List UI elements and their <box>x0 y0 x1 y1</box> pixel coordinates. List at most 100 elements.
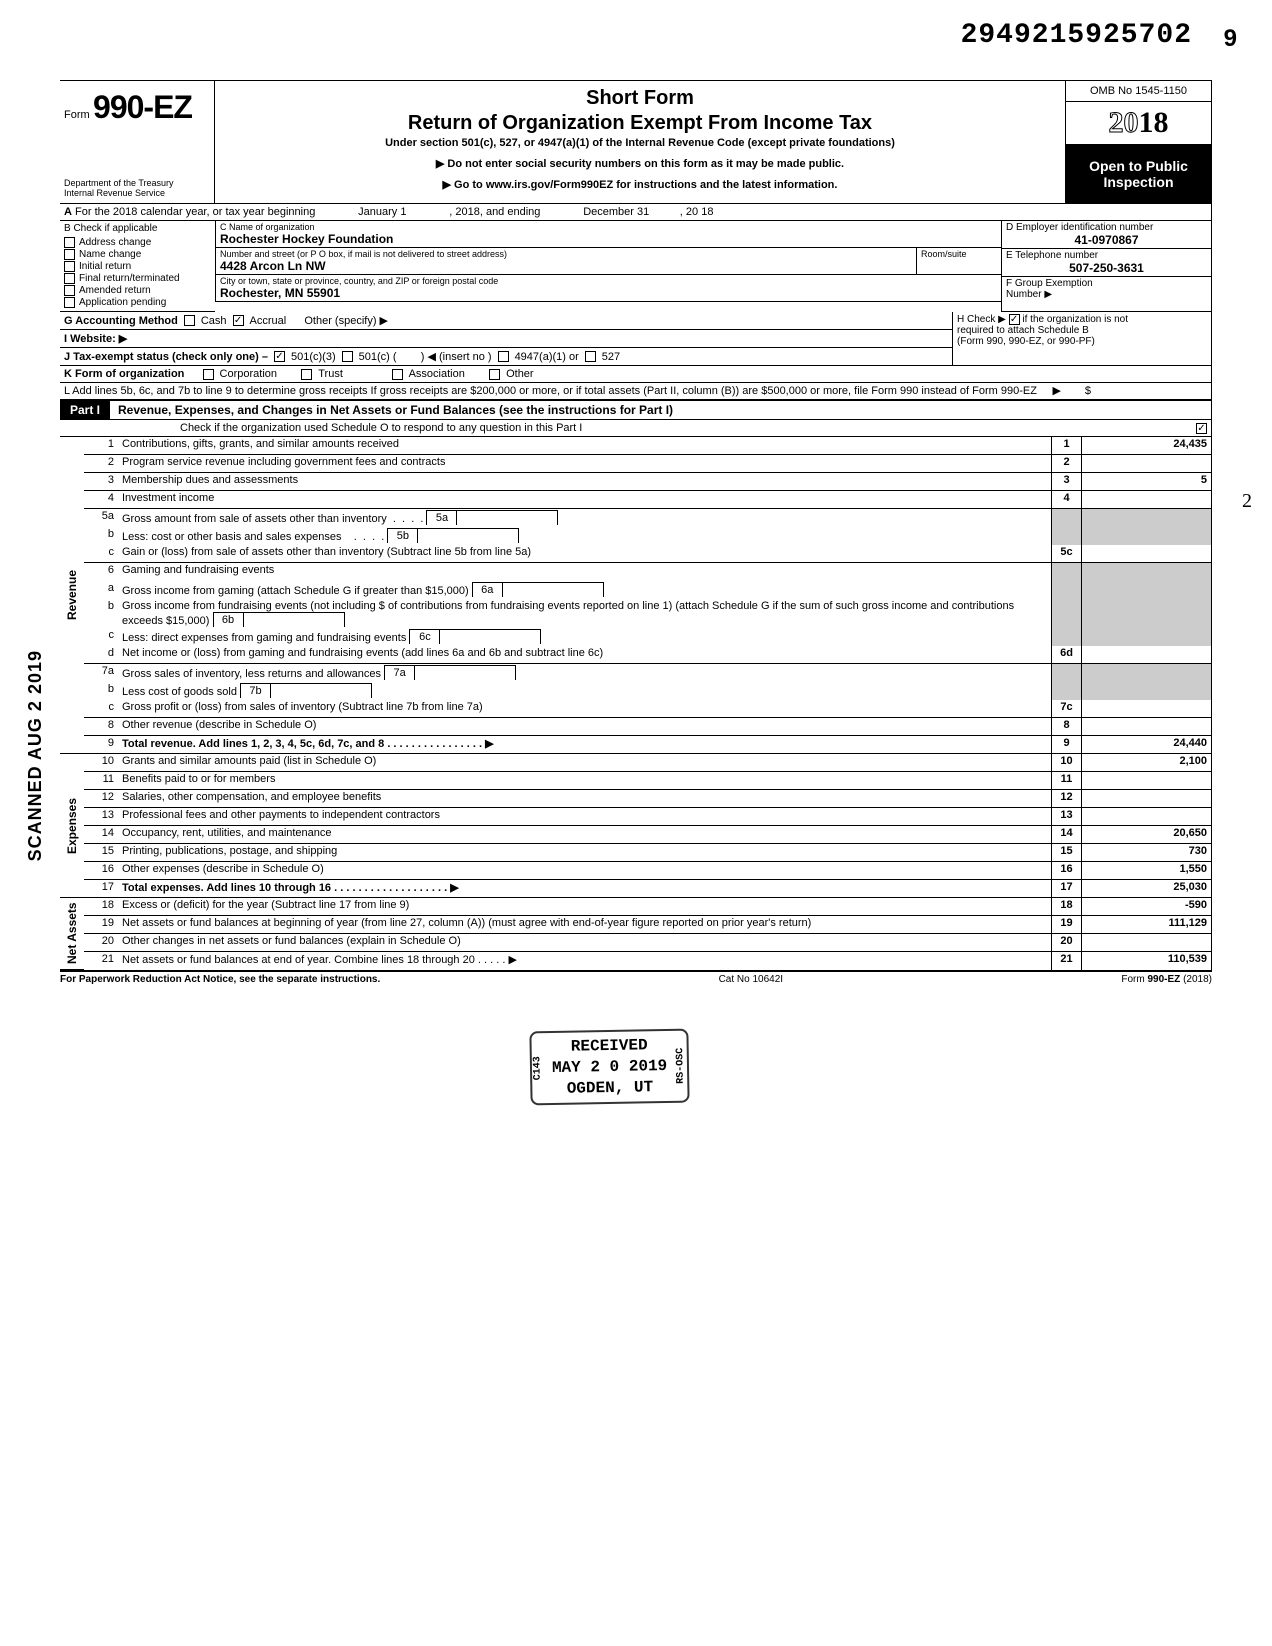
col-b-header: B Check if applicable <box>64 223 211 234</box>
checkbox-cash[interactable] <box>184 315 195 326</box>
revenue-section: Revenue 1 Contributions, gifts, grants, … <box>60 437 1212 754</box>
line-7b: b Less cost of goods sold 7b <box>84 682 1211 700</box>
accounting-accrual: Accrual <box>250 315 287 327</box>
part1-label: Part I <box>60 401 110 419</box>
org-other: Other <box>506 368 534 380</box>
stamp-side-right: RS-OSC <box>674 1048 688 1084</box>
expenses-section: Expenses 10 Grants and similar amounts p… <box>60 754 1212 898</box>
row-j-label: J Tax-exempt status (check only one) – <box>64 351 268 363</box>
line-4-amount <box>1081 491 1211 508</box>
phone-cell: E Telephone number 507-250-3631 <box>1002 249 1211 277</box>
line-1-amount: 24,435 <box>1081 437 1211 454</box>
city-value: Rochester, MN 55901 <box>220 286 997 300</box>
dln-number: 2949215925702 <box>961 20 1192 51</box>
phone-value: 507-250-3631 <box>1006 261 1207 275</box>
checkbox-association[interactable] <box>392 369 403 380</box>
org-name-value: Rochester Hockey Foundation <box>220 232 997 246</box>
form-number: 990-EZ <box>93 89 192 125</box>
checkbox-final-return[interactable]: Final return/terminated <box>64 273 211 284</box>
row-l-dollar: $ <box>1085 385 1091 397</box>
line-6a: a Gross income from gaming (attach Sched… <box>84 581 1211 599</box>
checkbox-trust[interactable] <box>301 369 312 380</box>
dln-suffix: 9 <box>1224 25 1237 53</box>
street-cell: Number and street (or P O box, if mail i… <box>216 248 916 274</box>
row-l-text: L Add lines 5b, 6c, and 7b to line 9 to … <box>64 385 1037 397</box>
checkbox-4947[interactable] <box>498 351 509 362</box>
line-18: 18 Excess or (deficit) for the year (Sub… <box>84 898 1211 916</box>
org-trust: Trust <box>318 368 343 380</box>
line-9-amount: 24,440 <box>1081 736 1211 753</box>
group-label2: Number ▶ <box>1006 289 1207 300</box>
checkbox-name-change[interactable]: Name change <box>64 249 211 260</box>
checkbox-other-org[interactable] <box>489 369 500 380</box>
line-6c-amount <box>440 630 540 644</box>
phone-label: E Telephone number <box>1006 250 1207 261</box>
public-line1: Open to Public <box>1070 158 1207 174</box>
line-2: 2 Program service revenue including gove… <box>84 455 1211 473</box>
row-k-label: K Form of organization <box>64 368 184 380</box>
org-association: Association <box>409 368 465 380</box>
checkbox-accrual[interactable] <box>233 315 244 326</box>
status-501c: 501(c) ( <box>359 351 397 363</box>
checkbox-initial-return[interactable]: Initial return <box>64 261 211 272</box>
line-6d: d Net income or (loss) from gaming and f… <box>84 646 1211 664</box>
org-name-label: C Name of organization <box>220 222 997 232</box>
stamp-date: MAY 2 0 2019 <box>552 1056 668 1079</box>
checkbox-amended-return[interactable]: Amended return <box>64 285 211 296</box>
footer-mid: Cat No 10642I <box>719 974 784 985</box>
line-6a-amount <box>503 583 603 597</box>
room-suite-cell: Room/suite <box>916 248 1001 274</box>
checkbox-not-required-sched-b[interactable] <box>1009 314 1020 325</box>
row-l-arrow: ▶ <box>1053 384 1061 397</box>
scanned-stamp: SCANNED AUG 2 2019 <box>25 650 46 861</box>
line-5b-amount <box>418 529 518 543</box>
line-10: 10 Grants and similar amounts paid (list… <box>84 754 1211 772</box>
checkbox-application-pending[interactable]: Application pending <box>64 297 211 308</box>
side-label-net-assets: Net Assets <box>60 898 84 970</box>
line-6c: c Less: direct expenses from gaming and … <box>84 628 1211 646</box>
line-6d-amount <box>1081 646 1211 663</box>
footer: For Paperwork Reduction Act Notice, see … <box>60 972 1212 987</box>
line-6b: b Gross income from fundraising events (… <box>84 599 1211 628</box>
line-6b-amount <box>244 613 344 627</box>
line-19-amount: 111,129 <box>1081 916 1211 933</box>
checkbox-corporation[interactable] <box>203 369 214 380</box>
city-cell: City or town, state or province, country… <box>216 275 1001 301</box>
checkbox-schedule-o[interactable] <box>1196 423 1207 434</box>
line-16: 16 Other expenses (describe in Schedule … <box>84 862 1211 880</box>
line-5c: c Gain or (loss) from sale of assets oth… <box>84 545 1211 563</box>
net-assets-section: Net Assets 18 Excess or (deficit) for th… <box>60 898 1212 972</box>
footer-right: Form 990-EZ (2018) <box>1121 974 1212 985</box>
line-12-amount <box>1081 790 1211 807</box>
status-501c-insert: ) ◀ (insert no ) <box>421 350 492 363</box>
accounting-cash: Cash <box>201 315 227 327</box>
short-form-title: Short Form <box>223 87 1057 110</box>
line-14-amount: 20,650 <box>1081 826 1211 843</box>
line-5b: b Less: cost or other basis and sales ex… <box>84 527 1211 545</box>
row-h-text3: required to attach Schedule B <box>957 325 1089 336</box>
line-4: 4 Investment income 4 <box>84 491 1211 509</box>
line-11: 11 Benefits paid to or for members 11 <box>84 772 1211 790</box>
checkbox-527[interactable] <box>585 351 596 362</box>
rows-ghij: G Accounting Method Cash Accrual Other (… <box>60 312 1212 366</box>
group-cell: F Group Exemption Number ▶ <box>1002 277 1211 312</box>
row-h-text4: (Form 990, 990-EZ, or 990-PF) <box>957 336 1095 347</box>
checkbox-501c3[interactable] <box>274 351 285 362</box>
row-h-text2: if the organization is not <box>1022 314 1128 325</box>
ein-cell: D Employer identification number 41-0970… <box>1002 221 1211 249</box>
line-13: 13 Professional fees and other payments … <box>84 808 1211 826</box>
row-a-end: December 31 <box>583 206 649 218</box>
row-a-endyear: , 20 18 <box>680 206 714 218</box>
line-16-amount: 1,550 <box>1081 862 1211 879</box>
stamp-location: OGDEN, UT <box>552 1077 668 1100</box>
row-a-prefix: A <box>64 206 72 218</box>
form-title-box: Short Form Return of Organization Exempt… <box>215 81 1066 203</box>
line-21: 21 Net assets or fund balances at end of… <box>84 952 1211 970</box>
row-l: L Add lines 5b, 6c, and 7b to line 9 to … <box>60 383 1212 400</box>
public-inspection: Open to Public Inspection <box>1066 145 1211 203</box>
section-bcdef: B Check if applicable Address change Nam… <box>60 221 1212 312</box>
tax-year: 20201818 <box>1066 102 1211 145</box>
row-j: J Tax-exempt status (check only one) – 5… <box>60 348 952 366</box>
checkbox-address-change[interactable]: Address change <box>64 237 211 248</box>
checkbox-501c[interactable] <box>342 351 353 362</box>
